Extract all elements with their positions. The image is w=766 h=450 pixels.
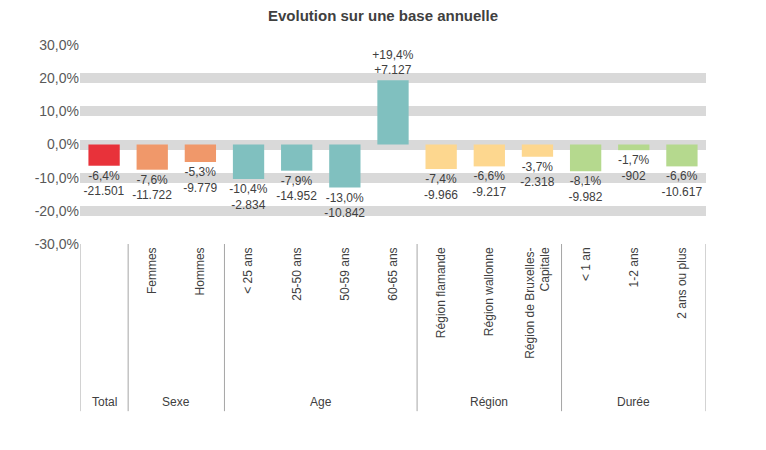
svg-text:Total: Total — [92, 395, 117, 409]
svg-text:0,0%: 0,0% — [47, 136, 79, 152]
svg-text:Femmes: Femmes — [145, 247, 159, 294]
svg-text:-1,7%-902: -1,7%-902 — [618, 153, 650, 183]
svg-text:< 25 ans: < 25 ans — [241, 247, 255, 293]
svg-text:25-50 ans: 25-50 ans — [290, 247, 304, 300]
svg-text:30,0%: 30,0% — [39, 37, 79, 53]
svg-text:< 1 an: < 1 an — [579, 247, 593, 281]
svg-text:+19,4%+7.127: +19,4%+7.127 — [372, 48, 413, 78]
svg-text:Région flamande: Région flamande — [434, 247, 448, 338]
svg-text:-7,6%-11.722: -7,6%-11.722 — [132, 173, 172, 203]
svg-text:-6,6%-10.617: -6,6%-10.617 — [661, 169, 702, 199]
svg-text:50-59 ans: 50-59 ans — [338, 247, 352, 300]
svg-text:2 ans ou plus: 2 ans ou plus — [675, 247, 689, 318]
svg-text:20,0%: 20,0% — [39, 70, 79, 86]
svg-text:Age: Age — [310, 395, 332, 409]
svg-text:-6,4%-21.501: -6,4%-21.501 — [84, 169, 125, 199]
svg-text:-7,9%-14.952: -7,9%-14.952 — [276, 174, 317, 204]
svg-text:-10,0%: -10,0% — [35, 170, 79, 186]
svg-text:1-2 ans: 1-2 ans — [627, 247, 641, 287]
svg-text:Hommes: Hommes — [193, 247, 207, 295]
svg-text:60-65 ans: 60-65 ans — [386, 247, 400, 300]
svg-text:Sexe: Sexe — [162, 395, 190, 409]
svg-text:-30,0%: -30,0% — [35, 236, 79, 252]
svg-text:Région: Région — [470, 395, 508, 409]
svg-text:Durée: Durée — [617, 395, 650, 409]
svg-text:-7,4%-9.966: -7,4%-9.966 — [424, 172, 458, 202]
svg-text:-6,6%-9.217: -6,6%-9.217 — [472, 169, 506, 199]
svg-text:-3,7%-2.318: -3,7%-2.318 — [520, 160, 554, 190]
svg-text:-13,0%-10.842: -13,0%-10.842 — [324, 191, 365, 221]
svg-text:Evolution sur une base annuell: Evolution sur une base annuelle — [268, 7, 498, 24]
svg-text:-10,4%-2.834: -10,4%-2.834 — [229, 182, 267, 212]
svg-text:Région wallonne: Région wallonne — [482, 247, 496, 336]
svg-text:-5,3%-9.779: -5,3%-9.779 — [183, 165, 217, 195]
svg-text:-20,0%: -20,0% — [35, 203, 79, 219]
svg-text:-8,1%-9.982: -8,1%-9.982 — [568, 174, 602, 204]
svg-text:10,0%: 10,0% — [39, 103, 79, 119]
svg-text:Région de Bruxelles-Capitale: Région de Bruxelles-Capitale — [523, 247, 553, 359]
